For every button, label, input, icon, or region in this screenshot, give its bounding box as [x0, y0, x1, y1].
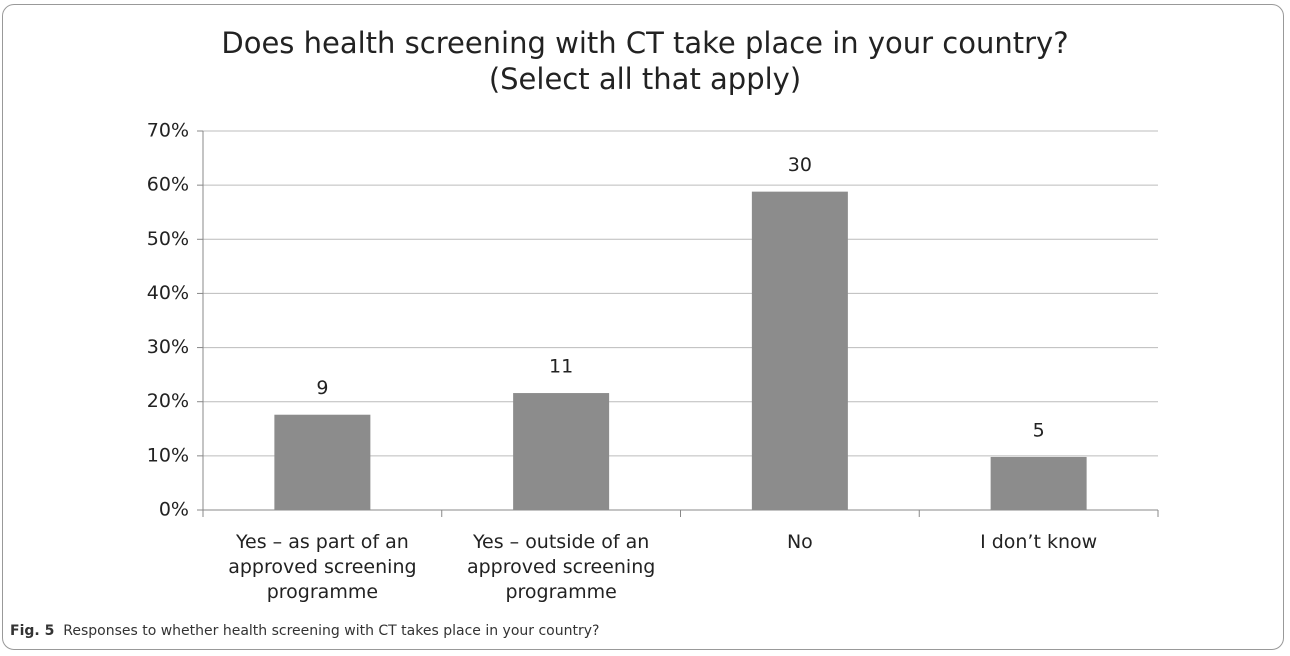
y-tick-label: 30% [147, 336, 189, 358]
y-tick-label: 70% [147, 120, 189, 142]
x-tick-label: Yes – outside of an approved screening p… [466, 531, 656, 603]
data-label: 30 [788, 154, 812, 176]
y-tick-label: 20% [147, 390, 189, 412]
y-tick-label: 10% [147, 444, 189, 466]
y-tick-label: 0% [159, 499, 189, 521]
chart-title: Does health screening with CT take place… [221, 26, 1068, 60]
chart-subtitle: (Select all that apply) [489, 62, 801, 96]
bar [274, 414, 371, 510]
data-label: 9 [316, 377, 328, 399]
bar [990, 456, 1087, 510]
frame [2, 4, 1284, 650]
x-tick-label: I don’t know [980, 531, 1098, 553]
y-tick-label: 40% [147, 282, 189, 304]
bar [513, 393, 610, 510]
caption-label: Fig. 5 [10, 623, 55, 639]
data-label: 11 [549, 356, 573, 378]
caption-text: Responses to whether health screening wi… [63, 623, 600, 639]
x-tick-label: Yes – as part of an approved screening p… [228, 531, 417, 603]
caption: Fig. 5 Responses to whether health scree… [10, 623, 599, 639]
data-label: 5 [1033, 419, 1045, 441]
y-tick-label: 60% [147, 174, 189, 196]
y-tick-label: 50% [147, 228, 189, 250]
bar [751, 191, 848, 510]
x-tick-label: No [786, 531, 813, 553]
